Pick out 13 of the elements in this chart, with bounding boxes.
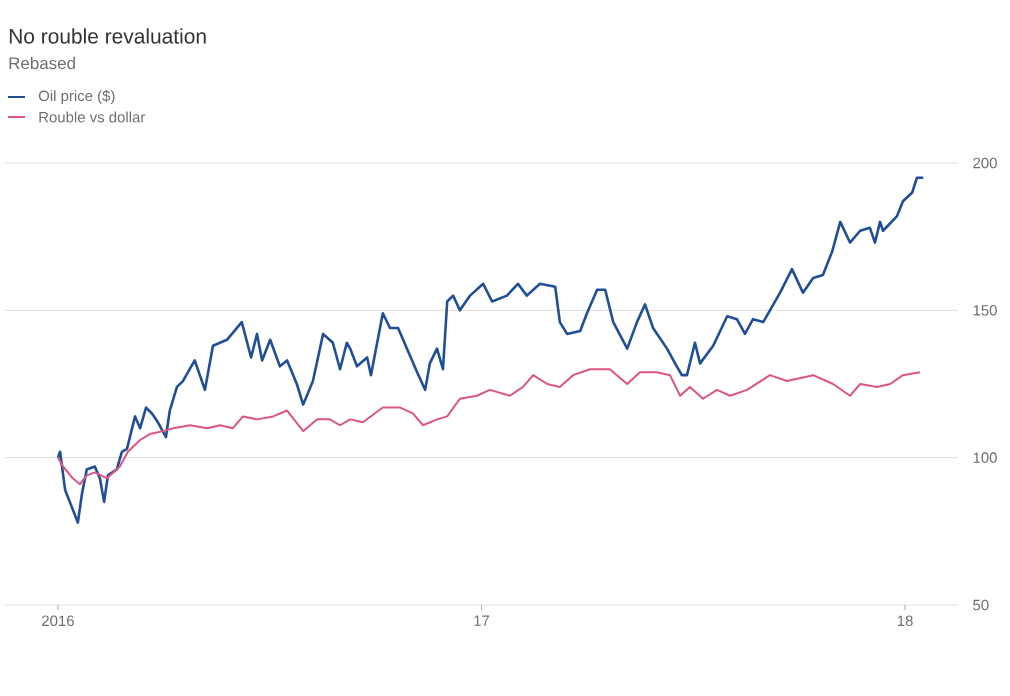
y-tick-label: 50 — [973, 599, 989, 611]
legend-label: Oil price ($) — [38, 89, 115, 105]
x-tick-label: 17 — [474, 615, 490, 626]
line-series — [56, 176, 925, 524]
x-tick-label: 2016 — [42, 615, 74, 627]
chart-title: No rouble revaluation — [9, 28, 206, 44]
legend-label: Rouble vs dollar — [39, 111, 146, 123]
y-tick-label: 100 — [973, 452, 997, 463]
x-tick-label: 18 — [897, 615, 913, 627]
y-tick-label: 150 — [973, 305, 997, 316]
chart-subtitle: Rebased — [9, 56, 75, 70]
y-tick-label: 200 — [973, 157, 997, 169]
line-series — [56, 368, 921, 486]
